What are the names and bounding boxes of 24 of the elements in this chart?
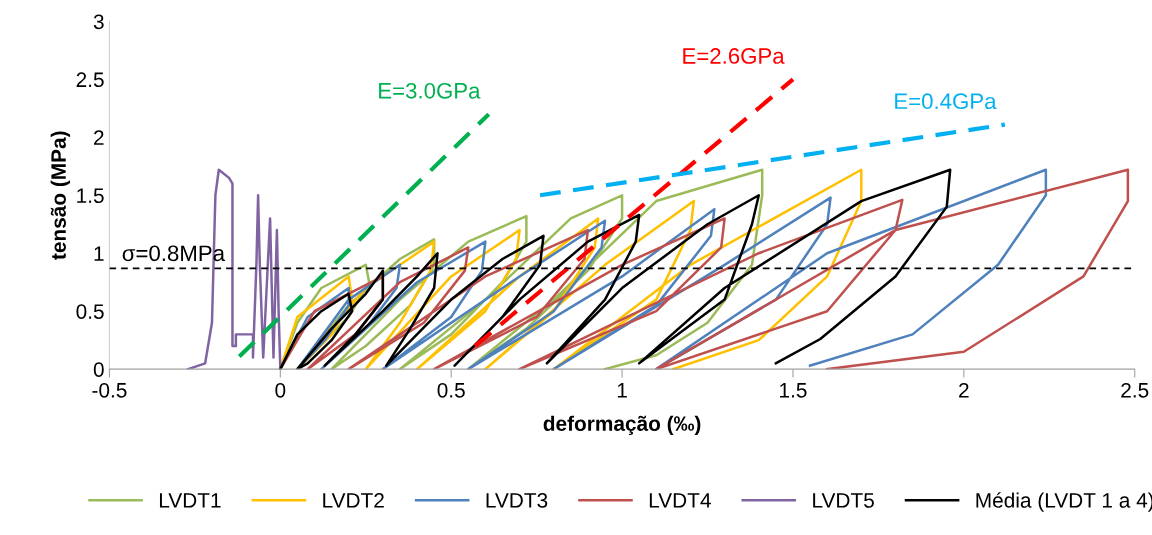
legend-label: LVDT4 <box>649 493 711 508</box>
x-tick-label: 1.5 <box>780 383 807 398</box>
y-tick-label: 1 <box>94 246 104 261</box>
legend-label: LVDT2 <box>323 493 384 508</box>
annotation: E=2.6GPa <box>683 48 785 64</box>
x-tick-label: 2.5 <box>1121 382 1149 398</box>
y-tick-label: 0.5 <box>76 304 104 319</box>
x-tick-label: 0 <box>275 382 286 398</box>
annotation: E=3.0GPa <box>379 82 481 99</box>
x-tick-label: 0.5 <box>437 382 465 398</box>
x-axis-title: deformação (‰) <box>543 415 701 436</box>
x-tick-label: 1 <box>617 383 627 398</box>
y-tick-label: 1.5 <box>77 188 104 204</box>
y-axis-title: tensão (MPa) <box>50 131 71 260</box>
x-tick-label: 2 <box>959 382 969 398</box>
legend-label: LVDT5 <box>813 493 874 508</box>
y-tick-label: 0 <box>93 362 104 377</box>
y-tick-label: 2.5 <box>76 72 104 88</box>
legend-label: LVDT1 <box>159 493 221 508</box>
x-tick-label: -0.5 <box>92 382 127 398</box>
y-tick-label: 3 <box>93 14 104 30</box>
legend-label: LVDT3 <box>486 493 548 508</box>
annotation: E=0.4GPa <box>895 93 997 110</box>
y-tick-label: 2 <box>94 130 104 145</box>
